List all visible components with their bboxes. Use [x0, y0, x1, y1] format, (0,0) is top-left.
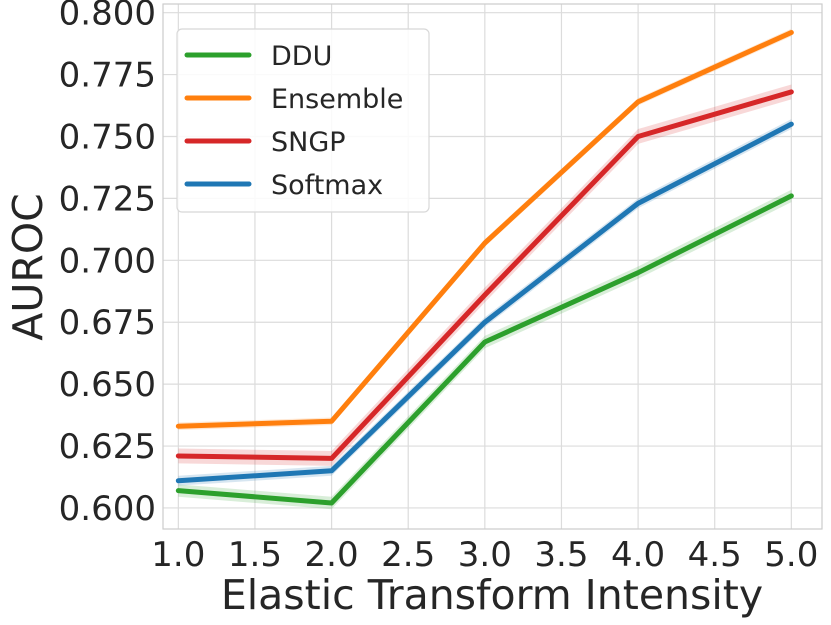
- y-tick-label: 0.775: [59, 56, 156, 96]
- x-axis-title: Elastic Transform Intensity: [221, 571, 763, 619]
- y-tick-label: 0.650: [59, 365, 156, 405]
- legend-label-softmax: Softmax: [271, 170, 383, 201]
- y-axis-title: AUROC: [4, 193, 52, 340]
- x-tick-label: 1.5: [228, 535, 282, 575]
- y-tick-label: 0.725: [59, 179, 156, 219]
- legend-label-ddu: DDU: [271, 41, 332, 72]
- series-lines: [175, 29, 794, 506]
- legend-box: [176, 28, 430, 213]
- x-tick-label: 4.5: [688, 535, 742, 575]
- x-tick-label: 2.5: [381, 535, 435, 575]
- x-tick-labels: 1.0 1.5 2.0 2.5 3.0 3.5 4.0 4.5 5.0: [151, 535, 818, 575]
- x-tick-label: 3.5: [534, 535, 588, 575]
- x-tick-label: 3.0: [458, 535, 512, 575]
- legend-label-sngp: SNGP: [271, 127, 346, 158]
- y-tick-labels: 0.600 0.625 0.650 0.675 0.700 0.725 0.750 0.775…: [59, 0, 156, 529]
- plot-frame: [162, 3, 823, 530]
- legend: DDU Ensemble SNGP Softmax: [176, 28, 430, 213]
- y-tick-label: 0.700: [59, 241, 156, 281]
- x-tick-label: 1.0: [151, 535, 205, 575]
- y-tick-label: 0.675: [59, 303, 156, 343]
- y-tick-label: 0.800: [59, 0, 156, 34]
- x-tick-label: 2.0: [305, 535, 359, 575]
- y-tick-label: 0.625: [59, 427, 156, 467]
- x-tick-label: 5.0: [764, 535, 818, 575]
- band-ddu: [178, 189, 792, 510]
- y-tick-label: 0.600: [59, 489, 156, 529]
- legend-label-ensemble: Ensemble: [271, 84, 403, 115]
- y-tick-label: 0.750: [59, 117, 156, 157]
- x-tick-label: 4.0: [611, 535, 665, 575]
